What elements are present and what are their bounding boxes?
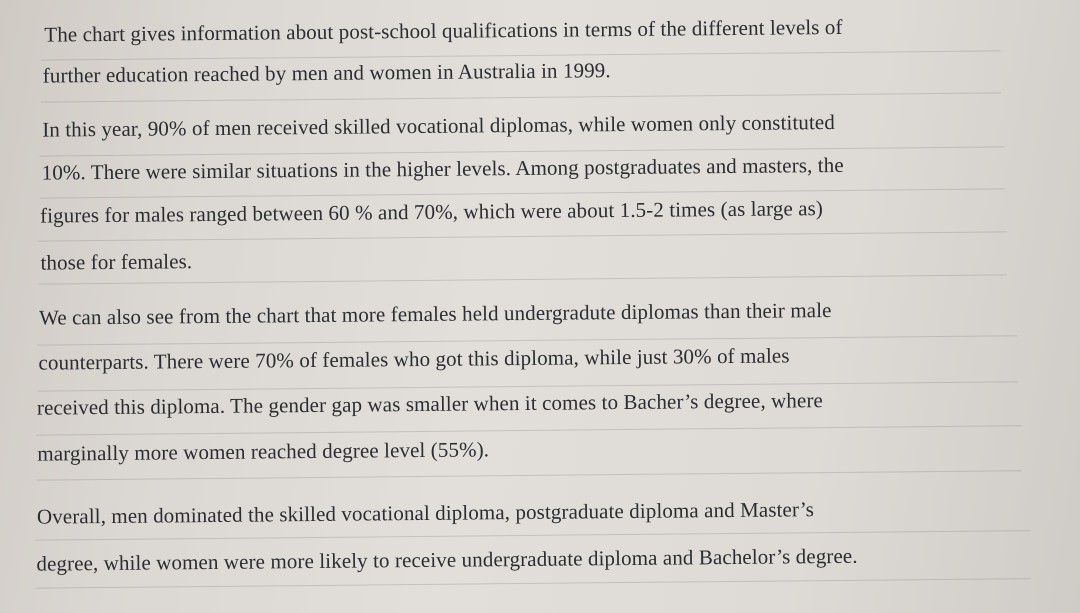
paragraph-3-line-1: We can also see from the chart that more… xyxy=(38,298,832,330)
paragraph-1-line-2: further education reached by men and wom… xyxy=(42,58,611,88)
paragraph-2-line-2: 10%. There were similar situations in th… xyxy=(41,152,844,185)
ruled-line xyxy=(35,578,1031,589)
ruled-line xyxy=(40,92,1001,103)
paragraph-4-line-2: degree, while women were more likely to … xyxy=(36,543,858,576)
ruled-line xyxy=(35,530,1031,541)
paragraph-3-line-3: received this diploma. The gender gap wa… xyxy=(36,388,824,420)
ruled-line xyxy=(38,231,1007,242)
paragraph-3-line-4: marginally more women reached degree lev… xyxy=(37,437,490,466)
ruled-line xyxy=(36,425,1022,436)
paragraph-1-line-1: The chart gives information about post-s… xyxy=(44,14,843,47)
paragraph-4-line-1: Overall, men dominated the skilled vocat… xyxy=(36,497,815,529)
paragraph-2-line-1: In this year, 90% of men received skille… xyxy=(42,109,835,142)
paragraph-2-line-4: those for females. xyxy=(40,249,193,275)
ruled-line xyxy=(37,335,1018,346)
paragraph-3-line-2: counterparts. There were 70% of females … xyxy=(38,343,790,375)
paragraph-2-line-3: figures for males ranged between 60 % an… xyxy=(39,196,824,228)
ruled-line xyxy=(36,470,1022,481)
ruled-line xyxy=(39,188,1005,199)
ruled-line xyxy=(38,274,1007,285)
